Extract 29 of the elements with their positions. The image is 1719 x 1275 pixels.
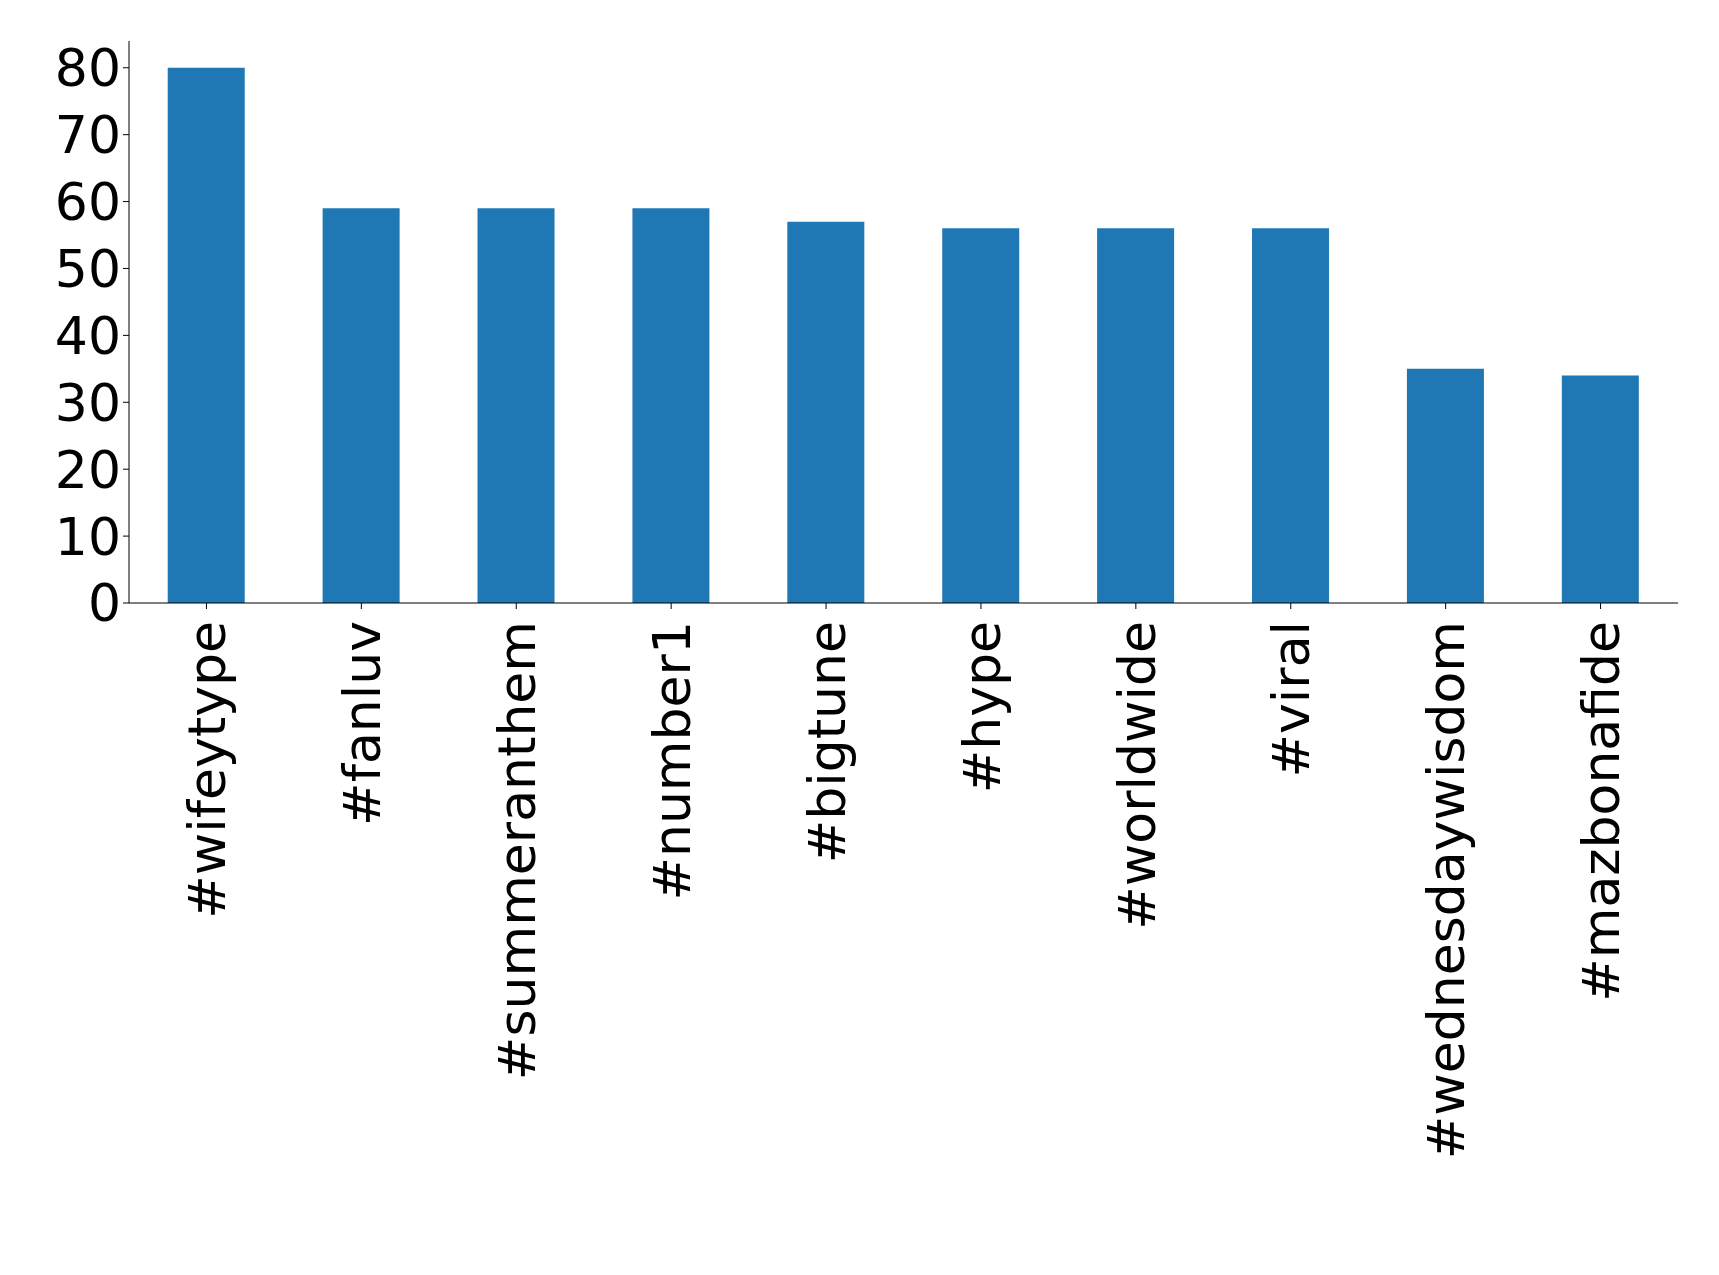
y-tick-label: 70: [54, 105, 121, 166]
bar: [1406, 368, 1484, 603]
bar: [1561, 375, 1639, 603]
x-tick-label: #bigtune: [796, 621, 857, 864]
x-tick-label: #wednesdaywisdom: [1416, 621, 1477, 1160]
bar: [167, 67, 245, 603]
bar: [632, 208, 710, 603]
y-tick-label: 80: [54, 38, 121, 99]
bar: [1252, 228, 1330, 603]
x-tick-label: #fanluv: [332, 621, 393, 826]
y-tick-label: 0: [87, 573, 121, 634]
x-tick-label: #worldwide: [1106, 621, 1167, 930]
bar: [322, 208, 400, 603]
bar: [1097, 228, 1175, 603]
y-tick-label: 30: [54, 372, 121, 433]
x-tick-label: #viral: [1261, 621, 1322, 778]
y-tick-label: 50: [54, 238, 121, 299]
x-tick-label: #hype: [951, 621, 1012, 794]
y-tick-label: 10: [54, 506, 121, 567]
y-tick-label: 60: [54, 172, 121, 233]
x-tick-label: #summeranthem: [486, 621, 547, 1081]
x-tick-label: #number1: [641, 621, 702, 901]
bar: [942, 228, 1020, 603]
bar: [477, 208, 555, 603]
x-tick-label: #mazbonafide: [1571, 621, 1632, 1002]
y-tick-label: 40: [54, 305, 121, 366]
bar: [787, 221, 865, 603]
x-tick-label: #wifeytype: [177, 621, 238, 919]
y-tick-label: 20: [54, 439, 121, 500]
